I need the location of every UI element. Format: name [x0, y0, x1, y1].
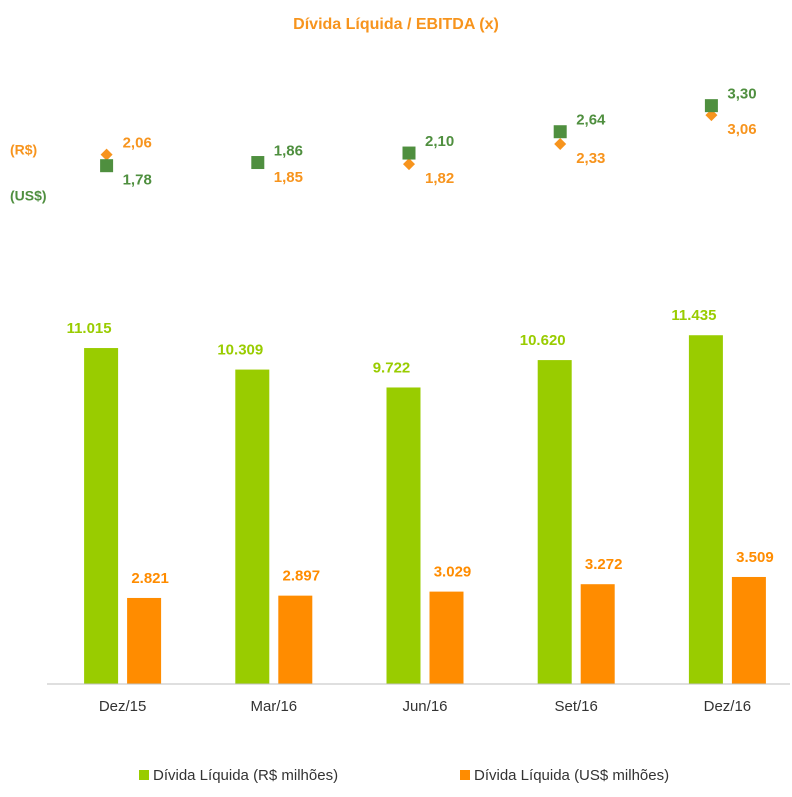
value-label: 10.620: [520, 332, 566, 349]
value-label: 3.509: [736, 549, 774, 566]
bar: [386, 387, 421, 684]
value-label: 11.015: [67, 320, 112, 337]
value-label: 1,85: [274, 169, 303, 186]
value-label: 1,78: [123, 172, 152, 189]
x-tick-label: Mar/16: [250, 698, 297, 715]
diamond-marker: [403, 158, 415, 171]
value-label: 3,06: [727, 121, 756, 138]
bar: [429, 591, 464, 684]
value-label: 3,30: [727, 86, 756, 103]
square-marker: [251, 156, 265, 170]
series-label: (US$): [10, 188, 47, 204]
value-label: 2,64: [576, 112, 606, 129]
value-label: 9.722: [373, 359, 411, 376]
chart-title: Dívida Líquida / EBITDA (x): [293, 16, 499, 33]
bar: [127, 597, 162, 684]
x-tick-label: Jun/16: [402, 698, 447, 715]
square-marker: [402, 146, 416, 160]
bar: [84, 348, 119, 684]
value-label: 11.435: [671, 307, 716, 324]
bar: [278, 595, 313, 684]
x-tick-label: Dez/15: [99, 698, 147, 715]
bar: [580, 584, 615, 684]
value-label: 2.897: [283, 568, 321, 585]
bar: [688, 335, 723, 684]
value-label: 3.029: [434, 564, 472, 581]
square-marker: [553, 125, 567, 139]
bar: [731, 576, 766, 684]
diamond-marker: [554, 137, 567, 150]
legend-label: Dívida Líquida (R$ milhões): [153, 767, 338, 784]
square-marker: [704, 99, 718, 113]
series-label: (R$): [10, 142, 37, 158]
square-marker: [100, 159, 114, 173]
x-tick-label: Set/16: [555, 698, 598, 715]
bar: [235, 369, 270, 684]
bar: [537, 360, 572, 684]
diamond-marker: [100, 148, 113, 161]
value-label: 2.821: [131, 570, 169, 587]
value-label: 2,33: [576, 150, 605, 167]
value-label: 10.309: [217, 342, 263, 359]
value-label: 1,82: [425, 170, 454, 187]
value-label: 2,06: [123, 135, 152, 152]
value-label: 3.272: [585, 556, 623, 573]
x-tick-label: Dez/16: [704, 698, 752, 715]
legend-swatch: [139, 770, 149, 780]
value-label: 2,10: [425, 133, 454, 150]
legend-swatch: [460, 770, 470, 780]
legend-label: Dívida Líquida (US$ milhões): [474, 767, 669, 784]
value-label: 1,86: [274, 142, 303, 159]
